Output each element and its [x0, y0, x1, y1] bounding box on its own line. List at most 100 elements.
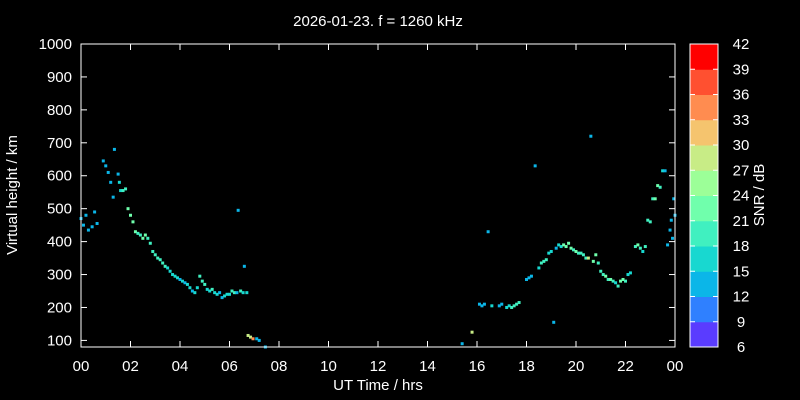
colorbar-tick-label: 9 — [737, 314, 745, 331]
data-point — [663, 169, 667, 173]
data-point — [161, 261, 165, 265]
data-point — [146, 236, 150, 240]
colorbar-tick-label: 18 — [733, 238, 750, 255]
data-point — [470, 330, 474, 334]
data-point — [579, 251, 583, 255]
colorbar-tick-label: 24 — [733, 188, 750, 205]
data-point — [619, 279, 623, 283]
data-point — [507, 304, 511, 308]
data-point — [646, 218, 650, 222]
data-point — [208, 289, 212, 293]
data-point — [200, 279, 204, 283]
x-tick-label: 00 — [73, 358, 90, 375]
y-tick-label: 200 — [47, 299, 72, 316]
data-point — [153, 253, 157, 257]
data-point — [611, 279, 615, 283]
data-point — [119, 189, 123, 193]
data-point — [163, 264, 167, 268]
colorbar-tick-label: 21 — [733, 213, 750, 230]
data-point — [547, 251, 551, 255]
y-tick-label: 100 — [47, 332, 72, 349]
data-point — [220, 296, 224, 300]
data-point — [460, 342, 464, 346]
data-point — [215, 292, 219, 296]
data-point — [239, 289, 243, 293]
data-point — [90, 225, 94, 229]
y-axis-label: Virtual height / km — [4, 135, 21, 255]
data-point — [166, 266, 170, 270]
data-point — [651, 197, 655, 201]
y-tick-label: 600 — [47, 168, 72, 185]
colorbar-bin — [690, 119, 718, 146]
data-point — [633, 245, 637, 249]
x-tick-label: 08 — [271, 358, 288, 375]
colorbar: 6 9 12 15 18 21 24 27 30 33 36 39 42 — [689, 36, 750, 356]
x-axis-label: UT Time / hrs — [333, 377, 423, 394]
x-tick-label: 12 — [370, 358, 387, 375]
data-point — [515, 302, 519, 306]
x-tick-label: 06 — [221, 358, 238, 375]
data-point — [616, 284, 620, 288]
data-point — [601, 273, 605, 277]
data-point — [136, 231, 140, 235]
data-point — [669, 218, 673, 222]
data-point — [614, 281, 618, 285]
x-tick-label: 14 — [419, 358, 436, 375]
y-tick-label: 700 — [47, 135, 72, 152]
x-tick-label: 02 — [122, 358, 139, 375]
data-point — [567, 241, 571, 245]
data-point — [109, 180, 113, 184]
data-point — [173, 274, 177, 278]
data-point — [101, 159, 105, 163]
data-point — [223, 294, 227, 298]
data-point — [203, 282, 207, 286]
colorbar-bin — [690, 94, 718, 121]
data-point — [138, 233, 142, 237]
data-point — [171, 273, 175, 277]
data-point — [235, 291, 239, 295]
data-point — [477, 302, 481, 306]
data-point — [232, 291, 236, 295]
data-point — [190, 289, 194, 293]
data-point — [572, 248, 576, 252]
data-point — [661, 169, 665, 173]
colorbar-tick-label: 42 — [733, 36, 750, 53]
y-tick-label: 400 — [47, 234, 72, 251]
data-point — [183, 281, 187, 285]
data-point — [653, 197, 657, 201]
data-point — [151, 249, 155, 253]
data-point — [156, 256, 160, 260]
y-tick-label: 500 — [47, 201, 72, 218]
data-point — [93, 210, 97, 214]
data-point — [124, 187, 128, 191]
y-tick-label: 800 — [47, 102, 72, 119]
data-point — [112, 147, 116, 151]
data-point — [557, 243, 561, 247]
data-point — [554, 246, 558, 250]
data-point — [176, 276, 180, 280]
data-point — [185, 282, 189, 286]
data-point — [193, 291, 197, 295]
x-axis: 00 02 04 06 08 10 12 14 16 18 20 22 00 — [73, 44, 683, 375]
data-point — [586, 256, 590, 260]
data-point — [126, 207, 130, 211]
colorbar-tick-label: 27 — [733, 162, 750, 179]
colorbar-tick-label: 33 — [733, 112, 750, 129]
data-point — [564, 245, 568, 249]
data-point — [510, 305, 514, 309]
data-point — [584, 256, 588, 260]
data-point — [666, 243, 670, 247]
data-point — [241, 291, 245, 295]
data-point — [604, 274, 608, 278]
data-point — [668, 228, 672, 232]
data-point — [148, 241, 152, 245]
data-point — [480, 304, 484, 308]
colorbar-bin — [690, 170, 718, 196]
data-point — [104, 164, 108, 168]
data-point — [482, 302, 486, 306]
data-point — [621, 277, 625, 281]
data-point — [168, 269, 172, 273]
colorbar-bin — [690, 271, 718, 297]
data-point — [497, 304, 501, 308]
data-point — [658, 185, 662, 189]
